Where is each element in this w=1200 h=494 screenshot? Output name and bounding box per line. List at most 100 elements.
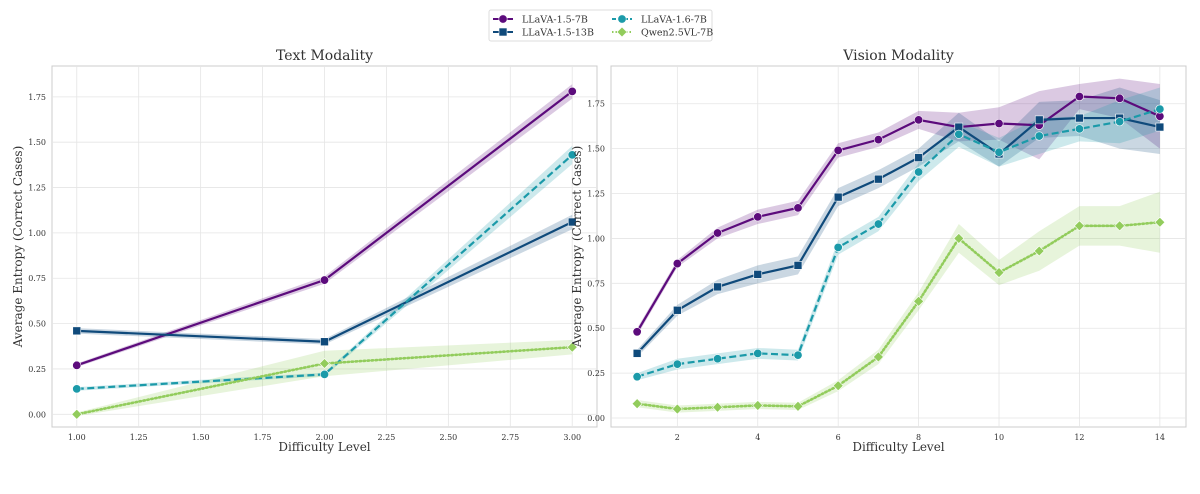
data-point — [1115, 117, 1125, 127]
y-tick-label: 1.50 — [28, 138, 46, 147]
legend: LLaVA-1.5-7B LLaVA-1.5-13B LLaVA-1.6-7B Qwe… — [488, 9, 713, 42]
confidence-band — [637, 191, 1160, 413]
legend-label: LLaVA-1.5-7B — [522, 15, 588, 26]
data-point — [1033, 245, 1045, 257]
x-tick-label: 14 — [1155, 433, 1165, 442]
y-tick-label: 1.25 — [28, 184, 46, 193]
x-tick-label: 1.25 — [130, 433, 148, 442]
y-tick-label: 0.00 — [587, 414, 605, 423]
data-point — [793, 350, 803, 360]
data-point — [752, 400, 764, 411]
y-tick-label: 0.75 — [587, 279, 605, 288]
legend-item: Qwen2.5VL-7B — [612, 26, 713, 39]
legend-label: LLaVA-1.6-7B — [641, 15, 707, 26]
y-tick-label: 0.25 — [587, 369, 605, 378]
data-point — [833, 145, 843, 155]
data-point — [567, 86, 577, 96]
data-point — [1074, 124, 1084, 134]
data-point — [72, 326, 82, 336]
data-point — [833, 242, 843, 252]
data-point — [993, 267, 1005, 278]
data-point — [1114, 220, 1126, 232]
data-point — [953, 232, 965, 244]
y-tick-label: 1.75 — [28, 93, 46, 102]
data-point — [793, 203, 803, 213]
data-point — [1154, 216, 1166, 228]
data-point — [672, 359, 682, 369]
data-point — [713, 282, 722, 292]
y-tick-label: 0.25 — [28, 365, 46, 374]
legend-label: Qwen2.5VL-7B — [641, 28, 713, 39]
data-point — [566, 341, 578, 353]
confidence-band — [76, 214, 573, 345]
data-point — [713, 354, 723, 364]
legend-label: LLaVA-1.5-13B — [522, 28, 594, 39]
series-line — [636, 95, 1161, 333]
x-tick-label: 10 — [994, 433, 1004, 442]
data-point — [320, 337, 329, 347]
data-point — [319, 275, 329, 285]
x-tick-label: 2.00 — [316, 433, 334, 442]
y-tick-label: 0.50 — [28, 320, 46, 329]
data-point — [793, 261, 803, 270]
x-tick-label: 2 — [675, 433, 680, 442]
data-point — [319, 369, 329, 379]
data-point — [1034, 115, 1044, 125]
data-point — [1074, 92, 1084, 102]
legend-item: LLaVA-1.5-13B — [493, 28, 594, 39]
confidence-band — [637, 78, 1160, 336]
vision-modality-chart: 2 4 6 8 10 12 14 0.00 0.25 0.50 0.75 1.00 1.25 1.50 1.… — [570, 48, 1187, 454]
data-point — [873, 219, 883, 229]
legend-marker — [616, 26, 628, 38]
data-point — [1155, 122, 1165, 132]
data-point — [631, 398, 643, 410]
x-tick-label: 1.75 — [254, 433, 272, 442]
data-point — [632, 327, 642, 337]
data-point — [913, 295, 925, 307]
data-point — [914, 115, 924, 125]
y-tick-label: 1.25 — [587, 190, 605, 199]
data-point — [319, 358, 330, 369]
data-point — [753, 212, 763, 222]
data-point — [671, 403, 683, 415]
data-point — [72, 384, 82, 394]
data-point — [632, 372, 642, 382]
data-point — [914, 153, 923, 162]
text-modality-chart: 1.00 1.25 1.50 1.75 2.00 2.25 2.50 2.75 3.00 0.00… — [11, 48, 598, 454]
y-tick-label: 1.00 — [28, 229, 46, 238]
x-axis-label: Difficulty Level — [852, 440, 944, 454]
data-point — [872, 351, 884, 363]
data-point — [792, 400, 804, 412]
data-point — [753, 270, 763, 279]
chart-title: Vision Modality — [842, 48, 954, 64]
x-axis-label: Difficulty Level — [278, 440, 370, 454]
x-tick-label: 1.00 — [68, 433, 86, 442]
data-point — [1155, 104, 1165, 114]
data-point — [994, 118, 1004, 128]
x-tick-label: 1.50 — [192, 433, 210, 442]
legend-item: LLaVA-1.6-7B — [612, 15, 707, 26]
x-tick-label: 6 — [836, 433, 841, 442]
y-tick-label: 0.75 — [28, 274, 46, 283]
data-point — [72, 360, 82, 370]
data-point — [71, 408, 83, 420]
y-axis-label: Average Entropy (Correct Cases) — [570, 146, 584, 349]
data-point — [994, 147, 1004, 157]
data-point — [1074, 220, 1085, 232]
data-point — [567, 217, 577, 227]
chart-title: Text Modality — [276, 48, 373, 64]
x-tick-label: 2.50 — [439, 433, 457, 442]
series-line — [636, 116, 1161, 355]
legend-box — [488, 9, 713, 42]
data-point — [673, 305, 682, 315]
x-tick-label: 2.25 — [378, 433, 396, 442]
x-tick-label: 12 — [1074, 433, 1084, 442]
legend-marker — [498, 27, 508, 37]
data-point — [833, 192, 843, 202]
data-point — [954, 129, 964, 139]
x-tick-label: 8 — [916, 433, 921, 442]
data-point — [832, 380, 844, 392]
legend-marker — [498, 14, 508, 24]
confidence-band — [76, 339, 573, 417]
